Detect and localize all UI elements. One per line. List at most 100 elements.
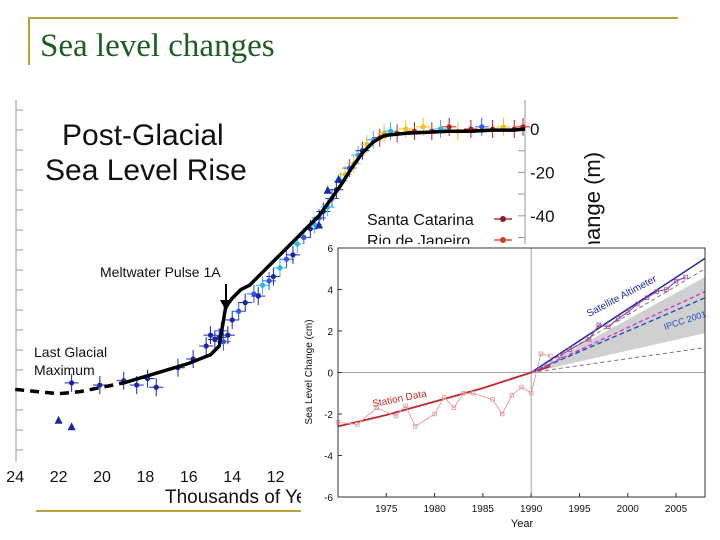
data-marker bbox=[528, 391, 534, 396]
inset-x-ticks: 1975 1980 1985 1990 1995 2000 2005 bbox=[375, 493, 688, 515]
proxy-point bbox=[54, 415, 63, 424]
data-marker bbox=[673, 279, 679, 284]
proxy-point bbox=[153, 384, 159, 390]
legend-label: Santa Catarina bbox=[367, 212, 474, 229]
proxy-point bbox=[290, 252, 296, 258]
lgm-annotation-line2: Maximum bbox=[34, 362, 95, 378]
chart-title-line2: Sea Level Rise bbox=[45, 154, 247, 187]
proxy-point bbox=[270, 273, 277, 280]
y-tick-label: 2 bbox=[327, 327, 333, 338]
data-marker bbox=[461, 391, 466, 396]
x-tick-label: 2000 bbox=[617, 504, 640, 515]
data-marker bbox=[413, 424, 418, 429]
proxy-point bbox=[294, 241, 300, 247]
series-line bbox=[559, 276, 686, 357]
proxy-point bbox=[388, 128, 394, 134]
data-marker bbox=[625, 310, 630, 315]
data-marker bbox=[654, 289, 659, 294]
inset-y-ticks: -6 -4 -2 0 2 4 6 bbox=[324, 244, 342, 504]
chart-title-line1: Post-Glacial bbox=[62, 119, 224, 152]
y-tick-label: -2 bbox=[324, 410, 333, 421]
proxy-point bbox=[236, 308, 242, 314]
data-marker bbox=[403, 403, 408, 408]
proxy-point bbox=[403, 126, 409, 132]
y-tick-label: 6 bbox=[327, 244, 333, 255]
proxy-point bbox=[242, 300, 248, 306]
series-line bbox=[531, 347, 706, 373]
y-tick-label: -6 bbox=[324, 493, 333, 504]
x-tick-label: 22 bbox=[50, 469, 68, 486]
x-tick-label: 20 bbox=[93, 469, 111, 486]
y-tick-label: -4 bbox=[324, 452, 333, 463]
data-marker bbox=[519, 384, 524, 390]
data-marker bbox=[567, 347, 572, 352]
lgm-annotation-line1: Last Glacial bbox=[34, 344, 107, 360]
proxy-point bbox=[334, 174, 343, 183]
inset-background bbox=[301, 244, 707, 540]
proxy-point bbox=[212, 336, 218, 343]
proxy-point bbox=[69, 380, 75, 386]
x-tick-label: 18 bbox=[137, 469, 155, 486]
sea-level-curve bbox=[123, 127, 526, 385]
proxy-point bbox=[277, 265, 283, 271]
top-decoration-line bbox=[28, 17, 678, 19]
data-marker bbox=[451, 405, 457, 410]
proxy-point bbox=[97, 382, 103, 388]
data-marker bbox=[664, 287, 669, 292]
data-marker bbox=[586, 337, 592, 342]
x-tick-label: 24 bbox=[6, 469, 24, 486]
y-tick-label: 0 bbox=[327, 369, 333, 380]
meltwater-arrowhead bbox=[220, 300, 232, 311]
x-tick-labels: 24 22 20 18 16 14 12 bbox=[6, 469, 284, 486]
data-marker bbox=[548, 353, 553, 359]
data-marker bbox=[596, 322, 601, 327]
data-marker bbox=[442, 395, 447, 400]
proxy-point bbox=[283, 256, 290, 262]
proxy-point bbox=[315, 220, 323, 229]
data-marker bbox=[538, 351, 544, 357]
y-tick-label: 4 bbox=[327, 286, 333, 297]
data-marker bbox=[393, 413, 399, 419]
proxy-point bbox=[67, 422, 76, 431]
data-marker bbox=[432, 411, 437, 417]
data-marker bbox=[471, 391, 476, 396]
left-decoration-line bbox=[28, 17, 30, 65]
proxy-point bbox=[420, 124, 426, 130]
x-tick-label: 1995 bbox=[568, 504, 591, 515]
data-marker bbox=[355, 422, 360, 427]
proxy-point bbox=[229, 317, 235, 323]
proxy-point bbox=[479, 124, 485, 130]
annual-data-points bbox=[335, 274, 688, 429]
sea-level-curve-extrapolated bbox=[15, 381, 125, 396]
inset-y-axis-label: Sea Level Change (cm) bbox=[304, 319, 315, 424]
proxy-point bbox=[255, 293, 261, 299]
data-marker bbox=[683, 274, 688, 280]
x-tick-label: 16 bbox=[180, 469, 198, 486]
legend-swatch-marker bbox=[500, 216, 506, 222]
x-tick-label: 2005 bbox=[665, 504, 688, 515]
data-marker bbox=[509, 393, 515, 398]
legend-swatch-marker bbox=[500, 237, 506, 243]
proxy-point bbox=[207, 332, 214, 338]
data-marker bbox=[606, 324, 611, 330]
bottom-decoration-line bbox=[36, 510, 326, 512]
x-tick-label: 14 bbox=[223, 469, 241, 486]
series-line bbox=[530, 257, 706, 374]
meltwater-annotation: Meltwater Pulse 1A bbox=[100, 264, 221, 280]
proxy-point bbox=[134, 382, 140, 388]
proxy-point bbox=[301, 234, 307, 241]
proxy-point bbox=[323, 185, 332, 194]
proxy-point bbox=[266, 278, 272, 284]
proxy-point bbox=[203, 343, 209, 349]
proxy-point bbox=[259, 282, 266, 288]
data-marker bbox=[374, 405, 379, 410]
y-tick-label: -40 bbox=[530, 207, 555, 226]
data-marker bbox=[499, 411, 505, 417]
x-tick-label: 1990 bbox=[520, 504, 543, 515]
data-marker bbox=[615, 316, 621, 321]
x-tick-label: 1980 bbox=[423, 504, 446, 515]
series-lines bbox=[337, 248, 706, 497]
proxy-point bbox=[446, 124, 452, 130]
data-marker bbox=[635, 301, 640, 307]
